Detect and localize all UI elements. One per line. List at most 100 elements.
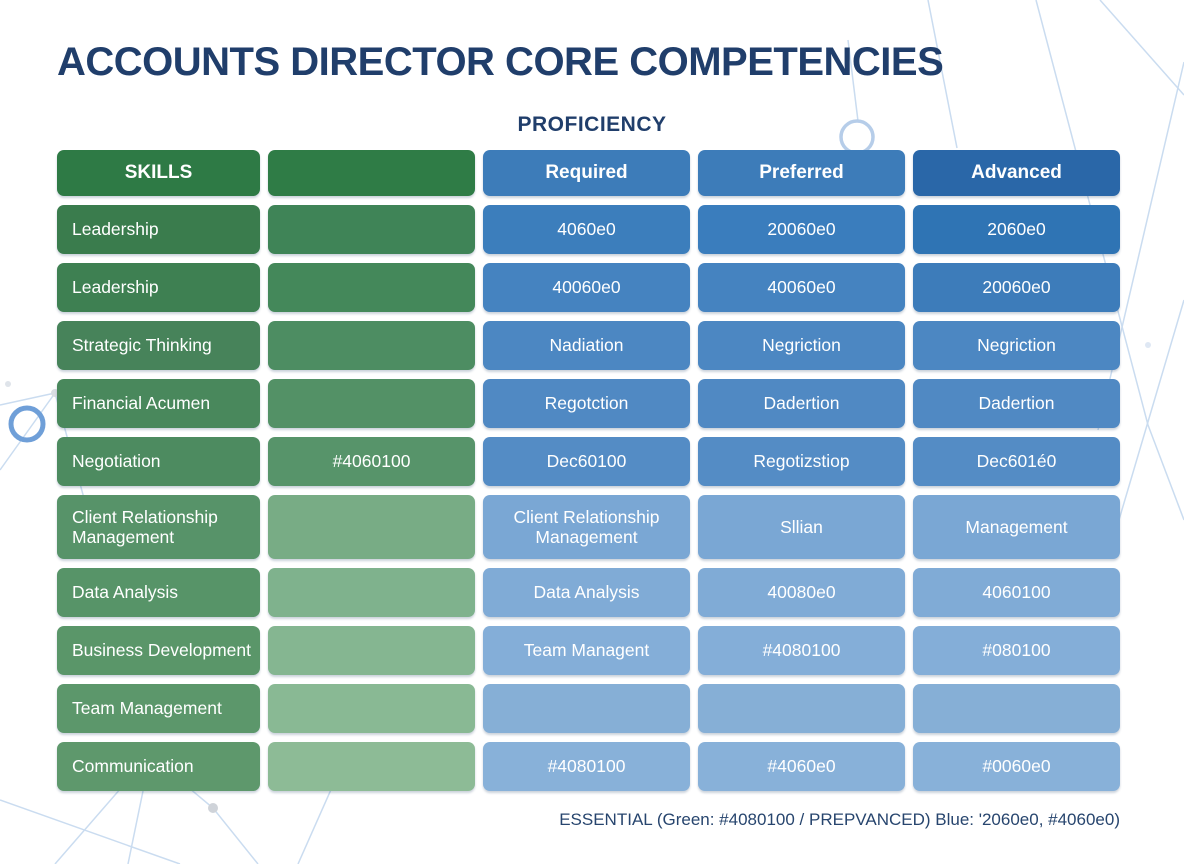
cell-label: Management: [965, 516, 1068, 537]
table-cell: [268, 626, 475, 675]
table-cell: #0060e0: [913, 742, 1120, 791]
table-cell: Data Analysis: [57, 568, 260, 617]
table-cell: [268, 568, 475, 617]
cell-label: Communication: [72, 756, 194, 777]
table-cell: Negriction: [913, 321, 1120, 370]
table-cell: Nadiation: [483, 321, 690, 370]
table-cell: Client Relationship Management: [57, 495, 260, 559]
table-row: Team Management: [57, 684, 1120, 733]
cell-label: Dec601é0: [976, 451, 1057, 472]
table-cell: Team Managent: [483, 626, 690, 675]
table-cell: #4060100: [268, 437, 475, 486]
table-cell: Regotizstiop: [698, 437, 905, 486]
table-cell: 4060100: [913, 568, 1120, 617]
header-cell: Advanced: [913, 150, 1120, 196]
cell-label: Financial Acumen: [72, 393, 211, 414]
table-header-row: SKILLS Required Preferred Advanced: [57, 150, 1120, 196]
cell-label: #4060e0: [767, 756, 836, 777]
table-cell: Regotction: [483, 379, 690, 428]
table-cell: [268, 495, 475, 559]
table-cell: 20060e0: [698, 205, 905, 254]
table-row: Leadership 4060e0 20060e0 2060e0: [57, 205, 1120, 254]
table-row: Strategic Thinking Nadiation Negriction Neg…: [57, 321, 1120, 370]
table-cell: Team Management: [57, 684, 260, 733]
table-row: Client Relationship Management Client Rel…: [57, 495, 1120, 559]
table-row: Negotiation #4060100 Dec60100 Regotizstiop D…: [57, 437, 1120, 486]
cell-label: Regotction: [544, 393, 629, 414]
deco-line: [927, 0, 958, 149]
table-cell: [268, 742, 475, 791]
cell-label: 40060e0: [767, 277, 836, 298]
cell-label: 4060100: [982, 582, 1051, 603]
cell-label: Required: [545, 162, 628, 184]
cell-label: #080100: [982, 640, 1051, 661]
deco-line: [1115, 299, 1184, 531]
page-title: ACCOUNTS DIRECTOR CORE COMPETENCIES: [57, 40, 944, 84]
cell-label: #4080100: [762, 640, 841, 661]
cell-label: 20060e0: [767, 219, 836, 240]
cell-label: Team Managent: [523, 640, 650, 661]
table-cell: [483, 684, 690, 733]
legend-footnote: ESSENTIAL (Green: #4080100 / PREPVANCED)…: [559, 810, 1120, 829]
cell-label: #4060100: [332, 451, 411, 472]
table-row: Communication #4080100 #4060e0 #0060e0: [57, 742, 1120, 791]
table-cell: Leadership: [57, 263, 260, 312]
table-cell: 40080e0: [698, 568, 905, 617]
table-cell: [268, 263, 475, 312]
cell-label: Dadertion: [763, 393, 840, 414]
table-cell: [268, 684, 475, 733]
table-cell: #080100: [913, 626, 1120, 675]
cell-label: Business Development: [72, 640, 251, 661]
table-cell: Strategic Thinking: [57, 321, 260, 370]
table-cell: Data Analysis: [483, 568, 690, 617]
table-cell: [698, 684, 905, 733]
table-cell: Sllian: [698, 495, 905, 559]
proficiency-subtitle: PROFICIENCY: [517, 113, 667, 136]
cell-label: Advanced: [971, 162, 1062, 184]
cell-label: SKILLS: [124, 162, 193, 184]
cell-label: 40060e0: [552, 277, 621, 298]
cell-label: Dec60100: [546, 451, 627, 472]
table-row: Financial Acumen Regotction Dadertion Dader…: [57, 379, 1120, 428]
table-cell: Negriction: [698, 321, 905, 370]
table-cell: [268, 321, 475, 370]
table-cell: Dec601é0: [913, 437, 1120, 486]
cell-label: Nadiation: [549, 335, 624, 356]
table-cell: 4060e0: [483, 205, 690, 254]
deco-line: [0, 392, 56, 471]
cell-label: Negotiation: [72, 451, 161, 472]
deco-node-dot: [5, 381, 11, 387]
cell-label: Data Analysis: [533, 582, 640, 603]
table-cell: Business Development: [57, 626, 260, 675]
table-cell: 20060e0: [913, 263, 1120, 312]
table-cell: #4080100: [483, 742, 690, 791]
cell-label: Negriction: [762, 335, 841, 356]
table-cell: Financial Acumen: [57, 379, 260, 428]
table-cell: [268, 205, 475, 254]
table-cell: 2060e0: [913, 205, 1120, 254]
cell-label: #0060e0: [982, 756, 1051, 777]
cell-label: Data Analysis: [72, 582, 179, 603]
cell-label: Client Relationship Management: [513, 506, 660, 547]
table-cell: #4060e0: [698, 742, 905, 791]
table-cell: Management: [913, 495, 1120, 559]
cell-label: Team Management: [72, 698, 222, 719]
table-cell: [268, 379, 475, 428]
table-row: Business Development Team Managent #408010…: [57, 626, 1120, 675]
header-cell: [268, 150, 475, 196]
cell-label: 40080e0: [767, 582, 836, 603]
table-row: Data Analysis Data Analysis 40080e0 4060100: [57, 568, 1120, 617]
cell-label: Sllian: [780, 516, 823, 537]
table-cell: 40060e0: [483, 263, 690, 312]
table-cell: Client Relationship Management: [483, 495, 690, 559]
deco-line: [1147, 424, 1184, 521]
cell-label: Client Relationship Management: [72, 506, 218, 547]
cell-label: 20060e0: [982, 277, 1051, 298]
header-cell: SKILLS: [57, 150, 260, 196]
cell-label: Regotizstiop: [753, 451, 850, 472]
table-cell: #4080100: [698, 626, 905, 675]
cell-label: Dadertion: [978, 393, 1055, 414]
cell-label: Leadership: [72, 219, 159, 240]
cell-label: 2060e0: [987, 219, 1046, 240]
